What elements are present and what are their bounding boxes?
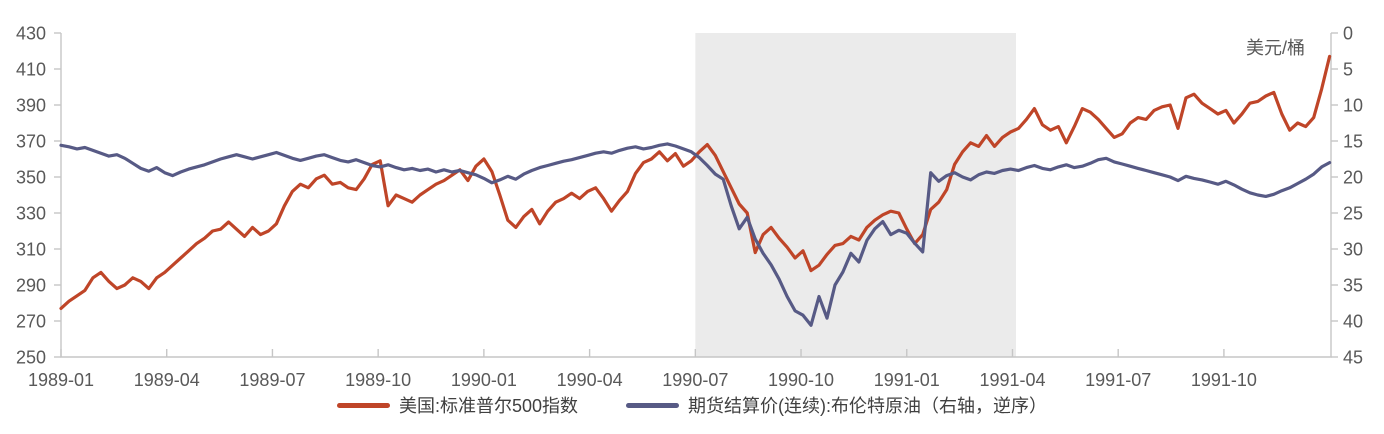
sp500-line [59,54,1332,310]
y-left-tick-label: 330 [16,204,46,224]
x-tick-label: 1989-07 [239,370,305,390]
y-right-tick-label: 45 [1343,348,1363,368]
axes [54,32,1338,358]
y-left-tick-label: 310 [16,240,46,260]
y-left-tick-label: 370 [16,132,46,152]
x-tick-label: 1990-10 [768,370,834,390]
y-right-tick-label: 15 [1343,132,1363,152]
y-left-tick-label: 290 [16,276,46,296]
legend-line-sample-sp500 [336,402,390,408]
legend-item-brent: 期货结算价(连续):布伦特原油（右轴，逆序） [626,392,1047,418]
legend-item-sp500: 美国:标准普尔500指数 [336,392,579,418]
x-tick-label: 1991-04 [979,370,1045,390]
y-left-tick-label: 390 [16,96,46,116]
y-right-tick-label: 0 [1343,24,1353,44]
legend: 美国:标准普尔500指数 期货结算价(连续):布伦特原油（右轴，逆序） [0,392,1384,418]
axis-tick-labels: 430 410 390 370 350 330 310 290 270 250 0 5 10 15 20 25… [16,24,1363,391]
x-tick-label: 1991-01 [874,370,940,390]
legend-line-sample-brent [626,402,680,408]
legend-label-sp500: 美国:标准普尔500指数 [398,396,579,416]
y-left-tick-label: 410 [16,60,46,80]
y-left-tick-label: 430 [16,24,46,44]
x-tick-label: 1991-10 [1191,370,1257,390]
brent-line [59,142,1332,327]
x-tick-label: 1990-04 [557,370,623,390]
x-tick-label: 1989-04 [134,370,200,390]
x-tick-label: 1991-07 [1085,370,1151,390]
y-right-tick-label: 35 [1343,276,1363,296]
y-left-tick-label: 350 [16,168,46,188]
legend-label-brent: 期货结算价(连续):布伦特原油（右轴，逆序） [688,396,1048,416]
y-left-tick-label: 250 [16,348,46,368]
x-tick-label: 1989-10 [345,370,411,390]
gulf-war-shaded-region [695,33,1017,357]
y-left-tick-label: 270 [16,312,46,332]
shaded-band [695,33,1017,357]
data-series-lines [59,54,1332,327]
x-tick-label: 1989-01 [28,370,94,390]
y-right-tick-label: 10 [1343,96,1363,116]
y-right-tick-label: 40 [1343,312,1363,332]
x-tick-label: 1990-07 [662,370,728,390]
right-axis-unit-label: 美元/桶 [1246,38,1305,58]
y-right-tick-label: 5 [1343,60,1353,80]
y-right-tick-label: 25 [1343,204,1363,224]
x-tick-label: 1990-01 [451,370,517,390]
y-right-tick-label: 20 [1343,168,1363,188]
y-right-tick-label: 30 [1343,240,1363,260]
